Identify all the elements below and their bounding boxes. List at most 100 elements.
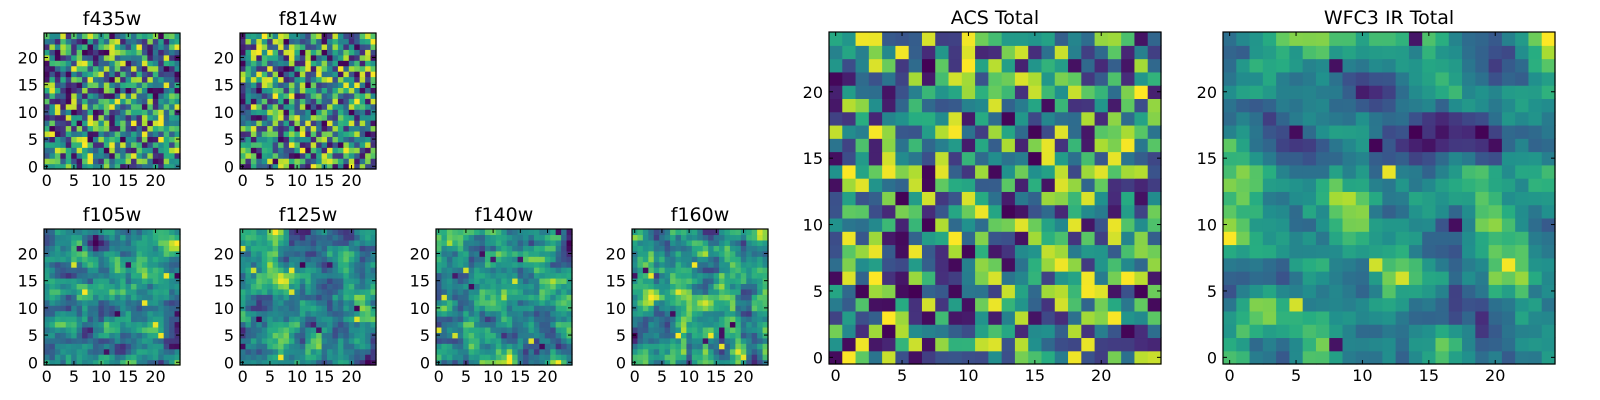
heatmap-cell: [343, 310, 350, 317]
heatmap-cell: [1134, 324, 1149, 339]
heatmap-cell: [1395, 324, 1410, 339]
heatmap-cell: [174, 229, 181, 236]
heatmap-cell: [1475, 324, 1490, 339]
heatmap-cell: [479, 359, 486, 366]
heatmap-cell: [550, 288, 557, 295]
heatmap-cell: [829, 297, 843, 312]
heatmap-cell: [103, 288, 110, 295]
heatmap-cell: [637, 256, 644, 263]
heatmap-cell: [1041, 45, 1056, 60]
heatmap-cell: [332, 310, 339, 317]
heatmap-cell: [256, 103, 263, 110]
heatmap-cell: [125, 114, 132, 121]
heatmap-cell: [103, 65, 110, 72]
heatmap-cell: [316, 250, 323, 257]
heatmap-cell: [65, 234, 72, 241]
heatmap-cell: [245, 54, 252, 61]
heatmap-cell: [256, 152, 263, 159]
heatmap-cell: [163, 272, 170, 279]
heatmap-cell: [278, 54, 285, 61]
heatmap-cell: [653, 250, 660, 257]
heatmap-cell: [305, 305, 312, 312]
heatmap-cell: [436, 234, 443, 241]
heatmap-cell: [174, 120, 181, 127]
heatmap-cell: [697, 288, 704, 295]
heatmap-cell: [131, 163, 138, 170]
heatmap-cell: [1408, 231, 1423, 246]
heatmap-cell: [267, 114, 274, 121]
heatmap-cell: [1462, 204, 1476, 219]
heatmap-cell: [457, 234, 464, 241]
heatmap-cell: [240, 120, 247, 127]
heatmap-cell: [1329, 337, 1344, 352]
heatmap-cell: [337, 359, 344, 366]
heatmap-cell: [1355, 337, 1370, 352]
heatmap-cell: [141, 321, 148, 328]
heatmap-cell: [1462, 337, 1476, 352]
heatmap-cell: [713, 326, 720, 333]
heatmap-cell: [343, 81, 350, 88]
heatmap-cell: [691, 326, 698, 333]
heatmap-cell: [87, 305, 94, 312]
heatmap-cell: [446, 337, 453, 344]
heatmap-cell: [550, 310, 557, 317]
heatmap-cell: [348, 130, 355, 137]
heatmap-cell: [468, 299, 475, 306]
heatmap-cell: [114, 359, 121, 366]
heatmap-cell: [250, 256, 257, 263]
heatmap-cell: [463, 234, 470, 241]
heatmap-cell: [751, 277, 758, 284]
heatmap-cell: [370, 125, 377, 132]
heatmap-cell: [305, 130, 312, 137]
heatmap-cell: [359, 343, 366, 350]
heatmap-cell: [76, 305, 83, 312]
heatmap-cell: [365, 125, 372, 132]
heatmap-cell: [1014, 124, 1029, 139]
heatmap-cell: [463, 348, 470, 355]
heatmap-cell: [49, 38, 56, 45]
heatmap-cell: [92, 38, 99, 45]
heatmap-cell: [294, 234, 301, 241]
y-tick-label: 0: [28, 353, 38, 372]
heatmap-cell: [327, 348, 334, 355]
heatmap-cell: [316, 98, 323, 105]
heatmap-cell: [174, 76, 181, 83]
heatmap-cell: [1289, 151, 1304, 166]
heatmap-cell: [158, 158, 165, 165]
heatmap-cell: [1147, 337, 1162, 352]
heatmap-cell: [44, 337, 51, 344]
heatmap-cell: [882, 85, 896, 99]
heatmap-cell: [1408, 244, 1423, 259]
heatmap-cell: [724, 343, 731, 350]
heatmap-cell: [343, 250, 350, 257]
heatmap-cell: [882, 138, 896, 153]
heatmap-cell: [337, 337, 344, 344]
heatmap-cell: [354, 114, 361, 121]
heatmap-cell: [670, 321, 677, 328]
heatmap-cell: [169, 103, 176, 110]
heatmap-cell: [131, 98, 138, 105]
heatmap-cell: [76, 267, 83, 274]
heatmap-cell: [1068, 111, 1082, 126]
heatmap-cell: [272, 229, 279, 236]
heatmap-cell: [648, 332, 655, 339]
heatmap-cell: [1342, 217, 1357, 232]
heatmap-cell: [348, 60, 355, 67]
heatmap-cell: [691, 245, 698, 252]
heatmap-cell: [136, 326, 143, 333]
heatmap-cell: [245, 98, 252, 105]
heatmap-cell: [103, 98, 110, 105]
heatmap-cell: [152, 54, 159, 61]
heatmap-cell: [65, 76, 72, 83]
heatmap-cell: [310, 109, 317, 116]
heatmap-cell: [1462, 271, 1476, 285]
heatmap-cell: [517, 305, 524, 312]
heatmap-cell: [163, 114, 170, 121]
heatmap-cell: [544, 294, 551, 301]
y-tick-label: 15: [606, 272, 626, 291]
heatmap-cell: [757, 305, 764, 312]
heatmap-cell: [354, 103, 361, 110]
heatmap-cell: [370, 147, 377, 154]
heatmap-cell: [702, 310, 709, 317]
heatmap-cell: [528, 272, 535, 279]
